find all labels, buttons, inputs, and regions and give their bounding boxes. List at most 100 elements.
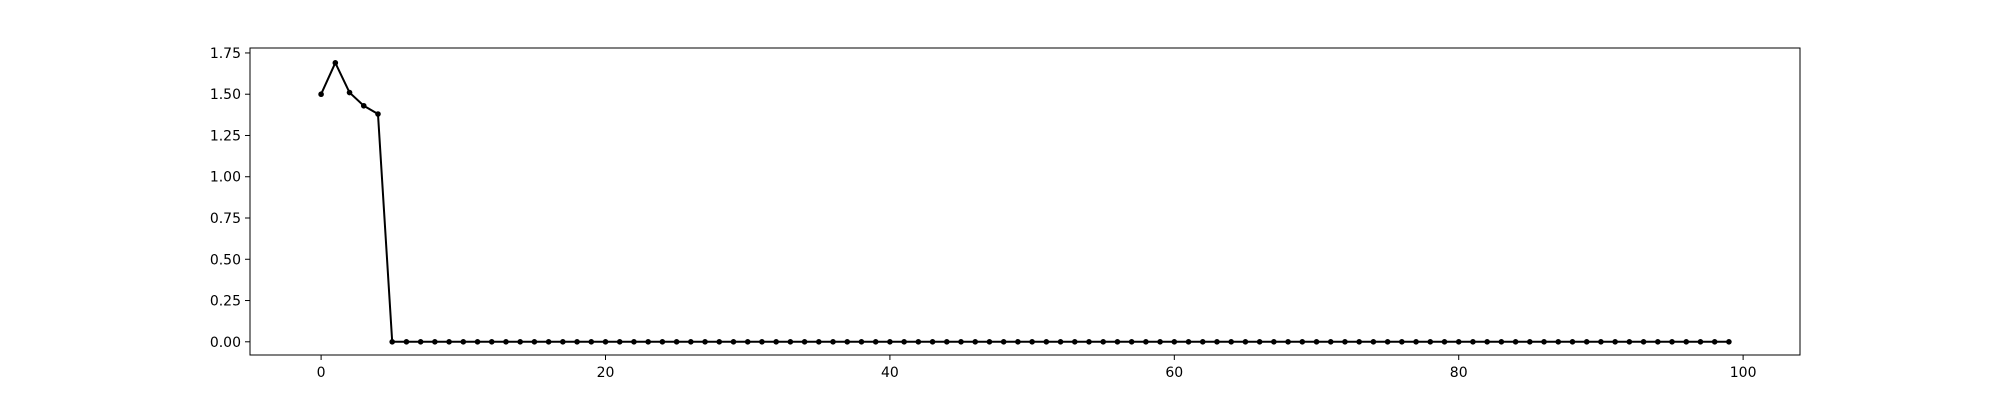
data-point	[1569, 338, 1576, 345]
data-point	[375, 111, 381, 117]
data-point	[744, 338, 751, 345]
data-point	[1242, 338, 1249, 345]
data-point	[1370, 338, 1377, 345]
data-point	[389, 338, 396, 345]
y-tick-label: 1.75	[210, 46, 241, 62]
data-point	[1399, 338, 1405, 345]
data-point	[1697, 338, 1704, 345]
data-point	[1271, 338, 1277, 345]
data-point	[1498, 338, 1505, 345]
data-point	[1342, 338, 1348, 345]
data-point	[1527, 338, 1533, 345]
y-tick-label: 0.75	[210, 211, 241, 227]
data-point	[1541, 338, 1547, 345]
x-tick-label: 60	[1165, 365, 1183, 381]
data-point	[1612, 338, 1618, 345]
data-point	[816, 338, 822, 345]
data-point	[858, 338, 865, 345]
series-line	[320, 61, 1729, 343]
data-point	[1583, 338, 1590, 345]
data-point	[1228, 338, 1234, 345]
data-point	[659, 338, 666, 345]
series-group	[318, 60, 1732, 345]
y-axis-ticks: 0.00 0.25 0.50 0.75 1.00 1.25 1.50 1.75	[210, 46, 250, 351]
data-point	[1327, 338, 1334, 345]
data-point	[503, 338, 509, 345]
x-tick-label: 20	[597, 365, 615, 381]
data-point	[631, 338, 637, 345]
data-point	[1214, 338, 1220, 345]
y-tick-label: 1.25	[210, 128, 241, 144]
data-point	[1455, 338, 1462, 345]
data-point	[488, 338, 495, 345]
data-point	[1427, 338, 1434, 345]
data-point	[1185, 338, 1192, 345]
data-point	[1114, 338, 1121, 345]
data-point	[1640, 338, 1647, 345]
data-point	[1086, 338, 1092, 345]
data-point	[1143, 338, 1149, 345]
data-point	[1470, 338, 1476, 345]
y-tick-label: 0.50	[210, 252, 241, 268]
data-point	[1256, 338, 1263, 345]
data-point	[702, 338, 708, 345]
data-point	[716, 338, 723, 345]
data-point	[645, 338, 651, 345]
data-point	[872, 338, 879, 345]
y-tick-label: 1.50	[210, 87, 241, 103]
data-point	[730, 338, 737, 345]
data-point	[929, 338, 936, 345]
data-point	[1711, 338, 1718, 345]
data-point	[1626, 338, 1633, 345]
data-point	[688, 338, 694, 345]
data-point	[1313, 338, 1320, 345]
data-point	[346, 89, 353, 96]
data-point	[1384, 338, 1391, 345]
data-point	[915, 338, 922, 345]
data-point	[1512, 338, 1519, 345]
data-point	[1000, 338, 1007, 345]
plot-frame	[249, 47, 1801, 356]
y-tick-label: 1.00	[210, 170, 241, 186]
data-point	[474, 338, 481, 345]
data-point	[901, 338, 907, 345]
data-point	[1683, 338, 1690, 345]
data-point	[531, 338, 538, 345]
data-point	[887, 338, 893, 345]
y-tick-label: 0.00	[210, 335, 241, 351]
data-point	[844, 338, 851, 345]
data-point	[830, 338, 836, 345]
data-point	[1071, 338, 1078, 345]
data-point	[1015, 338, 1021, 345]
data-point	[1669, 338, 1675, 345]
data-point	[332, 60, 339, 66]
data-point	[318, 91, 324, 98]
data-point	[1157, 338, 1163, 345]
data-point	[801, 338, 808, 345]
data-point	[1726, 338, 1732, 345]
data-point	[1199, 338, 1206, 345]
x-tick-label: 0	[317, 365, 326, 381]
data-point	[588, 338, 595, 345]
data-point	[446, 338, 452, 345]
data-point	[560, 338, 566, 345]
x-tick-label: 40	[881, 365, 899, 381]
x-axis-ticks: 0 20 40 60 80 100	[317, 355, 1756, 381]
data-point	[972, 338, 979, 345]
data-point	[773, 338, 779, 345]
data-point	[417, 338, 424, 345]
data-point	[1441, 338, 1448, 345]
data-point	[986, 338, 993, 345]
data-point	[403, 338, 410, 345]
data-point	[1484, 338, 1490, 345]
axes	[249, 47, 1801, 356]
data-point	[958, 338, 964, 345]
data-point	[616, 338, 623, 345]
data-point	[787, 338, 794, 345]
x-tick-label: 80	[1450, 365, 1468, 381]
data-point	[1598, 338, 1604, 345]
data-point	[1285, 338, 1291, 345]
data-point	[1171, 338, 1178, 345]
data-point	[1128, 338, 1135, 345]
